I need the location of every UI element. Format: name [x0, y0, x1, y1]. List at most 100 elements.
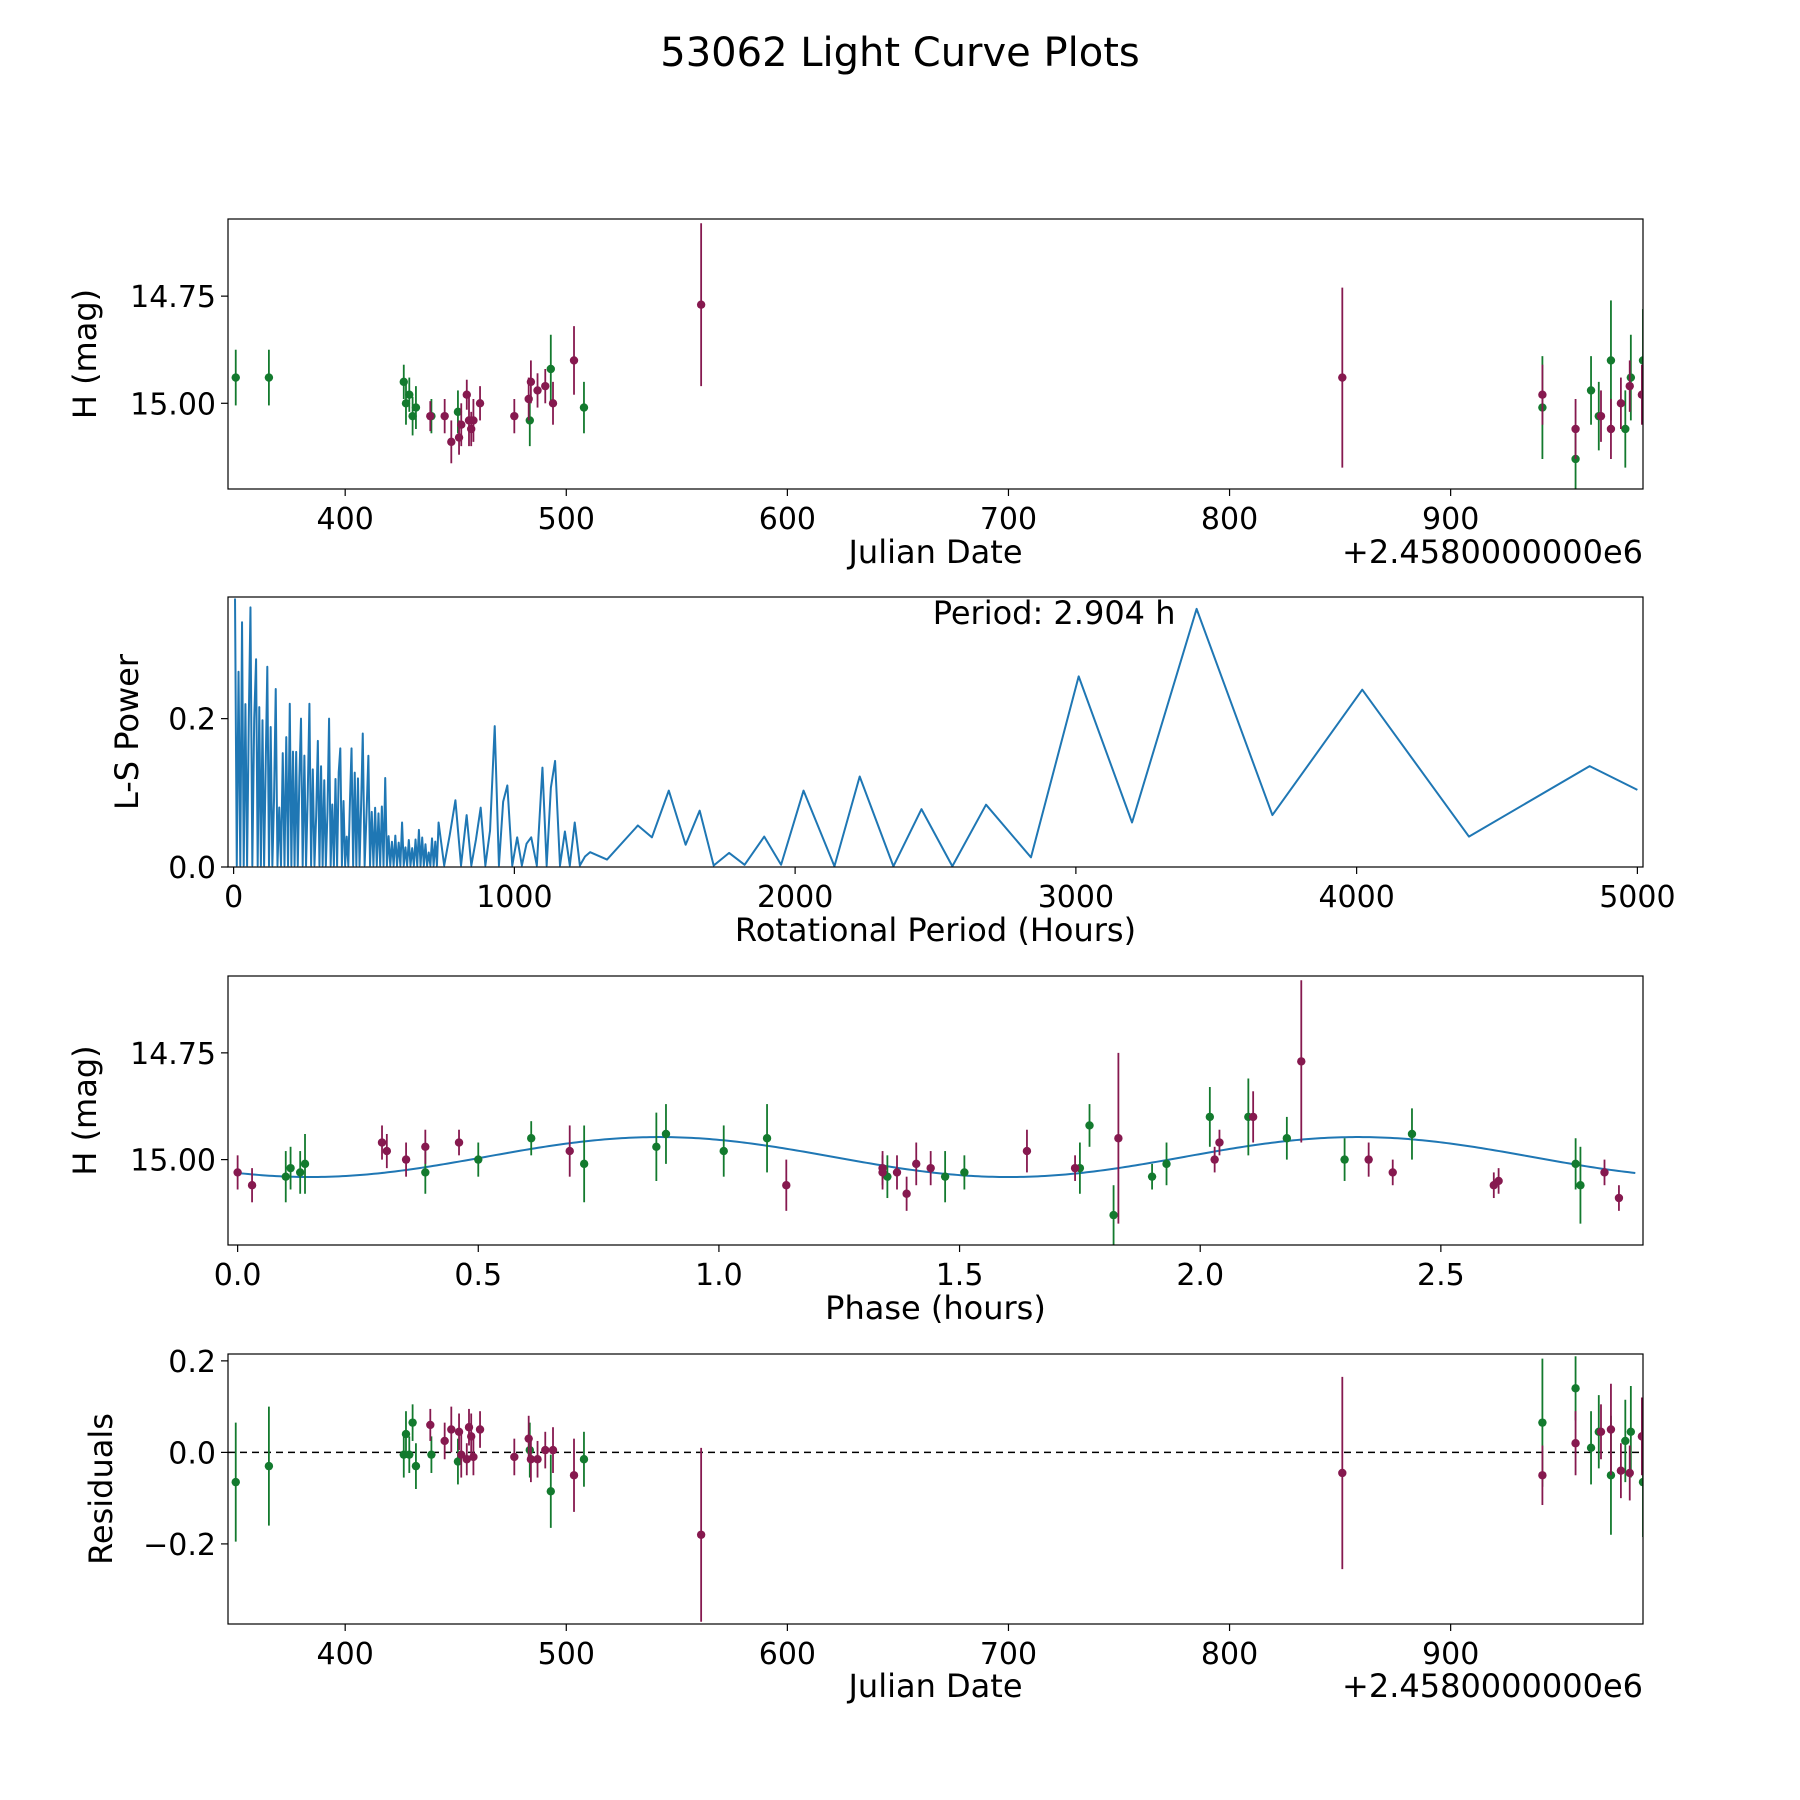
data-point-g [719, 1146, 728, 1156]
data-point-r [1364, 1155, 1373, 1164]
data-point-g [1085, 1121, 1094, 1130]
plot-area [231, 223, 1643, 489]
data-point-r [1114, 1134, 1123, 1143]
data-point-g [762, 1134, 772, 1143]
x-tick-label: 3000 [1038, 880, 1114, 915]
light-curve-panel: 400 500 600 700 800 900 15.00 14.75 Julian Date H… [66, 218, 1644, 571]
data-point-r [1210, 1155, 1219, 1164]
data-point-r [1538, 1471, 1547, 1480]
data-point-g [1586, 386, 1596, 395]
data-point-r [878, 1168, 887, 1177]
data-point-r [1596, 1427, 1606, 1436]
x-tick-label: 600 [759, 1637, 816, 1672]
data-point-r [696, 300, 706, 309]
data-point-r [1606, 1425, 1616, 1434]
x-tick-label: 1000 [476, 880, 552, 915]
x-tick-label: 900 [1422, 502, 1479, 537]
y-axis-label: H (mag) [66, 289, 104, 419]
data-point-r [1637, 1432, 1643, 1441]
data-point-r [526, 1455, 536, 1464]
period-annotation: Period: 2.904 h [933, 594, 1176, 632]
y-axis-label: Residuals [82, 1413, 120, 1565]
data-point-r [382, 1146, 392, 1156]
x-offset-label: +2.4580000000e6 [1342, 533, 1643, 571]
plot-area [228, 1356, 1643, 1622]
x-tick-label: 0.5 [454, 1258, 502, 1293]
x-axis-label: Julian Date [846, 533, 1022, 571]
data-point-r [447, 1425, 456, 1434]
data-point-r [1022, 1146, 1032, 1156]
data-point-g [940, 1172, 950, 1181]
x-tick-label: 900 [1422, 1637, 1479, 1672]
x-offset-label: +2.4580000000e6 [1342, 1667, 1643, 1705]
data-point-r [440, 411, 449, 421]
data-point-r [469, 1452, 478, 1462]
data-point-g [427, 1450, 436, 1459]
y-tick-label: −0.2 [143, 1528, 216, 1563]
data-point-r [526, 377, 536, 387]
data-point-g [405, 1450, 414, 1459]
x-tick-label: 500 [538, 502, 595, 537]
data-point-r [457, 420, 466, 429]
data-point-r [510, 1452, 519, 1462]
data-point-r [233, 1168, 242, 1177]
y-tick-label: 0.2 [168, 703, 216, 738]
data-point-g [1109, 1210, 1118, 1220]
data-point-r [565, 1146, 574, 1156]
data-point-g [546, 364, 555, 374]
data-point-g [408, 1418, 417, 1427]
data-point-g [1638, 356, 1643, 365]
data-point-r [1614, 1193, 1624, 1203]
x-tick-label: 2.0 [1176, 1258, 1224, 1293]
data-point-g [1626, 1427, 1636, 1436]
data-point-g [295, 1168, 305, 1177]
data-point-g [1282, 1134, 1292, 1143]
plot-area [233, 980, 1636, 1245]
x-axis-label: Julian Date [846, 1667, 1022, 1705]
data-point-g [1606, 356, 1616, 365]
data-point-g [401, 1429, 411, 1439]
data-point-g [1586, 1443, 1596, 1453]
data-point-r [1571, 424, 1580, 434]
phased-curve-panel: 0.0 0.5 1.0 1.5 2.0 2.5 15.00 14.75 Phase (hours… [66, 975, 1644, 1327]
data-point-g [546, 1487, 555, 1496]
data-point-g [579, 1159, 589, 1169]
y-axis-label: H (mag) [66, 1045, 104, 1175]
x-tick-label: 700 [980, 1637, 1037, 1672]
data-point-r [454, 1138, 464, 1147]
data-point-r [1606, 424, 1616, 434]
data-point-r [892, 1168, 902, 1177]
data-point-g [1407, 1129, 1417, 1139]
data-point-g [281, 1172, 290, 1181]
axes-frame [227, 1353, 1644, 1625]
data-point-r [426, 411, 435, 421]
data-point-r [533, 386, 542, 395]
data-point-r [782, 1181, 791, 1190]
data-point-r [1616, 1466, 1626, 1475]
data-point-r [569, 356, 579, 365]
data-point-r [569, 1471, 579, 1480]
data-point-r [467, 1432, 476, 1441]
data-point-r [1297, 1057, 1306, 1066]
data-point-r [457, 1450, 466, 1459]
data-point-r [1338, 373, 1347, 382]
data-point-r [377, 1138, 387, 1147]
data-point-r [1538, 390, 1547, 399]
x-tick-label: 600 [759, 502, 816, 537]
data-point-r [462, 1455, 471, 1464]
data-point-g [1626, 373, 1636, 382]
data-point-g [960, 1168, 969, 1177]
axes-frame [227, 975, 1644, 1246]
x-tick-label: 1.0 [695, 1258, 743, 1293]
data-point-r [548, 399, 558, 408]
data-point-g [1576, 1181, 1585, 1190]
data-point-r [1625, 1468, 1634, 1478]
x-tick-label: 2.5 [1417, 1258, 1465, 1293]
y-tick-label: 14.75 [130, 280, 216, 315]
data-point-r [926, 1163, 935, 1173]
data-point-r [1571, 1439, 1580, 1448]
x-tick-label: 5000 [1599, 880, 1675, 915]
data-point-r [475, 1425, 485, 1434]
x-axis-label: Rotational Period (Hours) [735, 911, 1136, 949]
data-point-g [525, 1445, 534, 1455]
